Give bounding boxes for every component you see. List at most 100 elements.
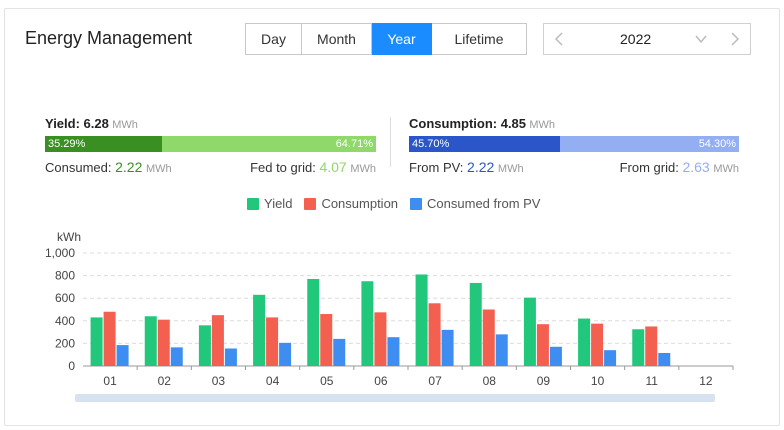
- x-tick-label: 03: [212, 374, 226, 388]
- chart-scrollbar[interactable]: [75, 394, 715, 402]
- year-picker[interactable]: 2022: [543, 23, 751, 55]
- consumption-value: 4.85: [500, 116, 527, 131]
- page-title: Energy Management: [25, 28, 193, 48]
- consumption-unit: MWh: [529, 119, 556, 131]
- year-value: 2022: [620, 31, 652, 47]
- consumption-summary: Consumption: 4.85 MWh: [409, 116, 555, 131]
- bar-yield: [415, 274, 428, 366]
- bar-consumed-from-pv: [333, 338, 346, 366]
- bar-consumption: [266, 317, 279, 366]
- bar-consumption: [645, 326, 658, 366]
- y-tick-label: 0: [68, 359, 75, 373]
- x-tick-label: 02: [158, 374, 172, 388]
- chart-legend: Yield Consumption Consumed from PV: [247, 196, 540, 211]
- tab-lifetime[interactable]: Lifetime: [432, 23, 527, 55]
- bar-yield: [144, 316, 157, 366]
- y-tick-label: 200: [55, 336, 75, 350]
- consumption-pv-segment: 45.70%: [409, 136, 560, 152]
- bar-consumed-from-pv: [604, 350, 617, 366]
- from-grid-value: 2.63: [682, 159, 710, 175]
- yield-unit: MWh: [112, 119, 138, 131]
- bar-consumption: [591, 323, 604, 366]
- bar-yield: [90, 317, 103, 366]
- bar-yield: [469, 282, 482, 366]
- y-tick-label: 400: [55, 314, 75, 328]
- chevron-down-icon[interactable]: [694, 32, 708, 46]
- fed-label: Fed to grid:: [250, 160, 316, 175]
- bar-consumed-from-pv: [495, 334, 508, 366]
- bar-consumption: [320, 314, 333, 366]
- bar-consumption: [211, 315, 224, 366]
- bar-consumed-from-pv: [387, 337, 400, 366]
- x-tick-label: 01: [103, 374, 117, 388]
- from-pv-stat: From PV: 2.22 MWh: [409, 159, 524, 175]
- from-pv-value: 2.22: [467, 159, 495, 175]
- y-tick-label: 800: [55, 269, 75, 283]
- consumption-label: Consumption:: [409, 116, 498, 131]
- bar-yield: [253, 294, 266, 366]
- y-axis-label: kWh: [57, 230, 81, 244]
- y-tick-label: 1,000: [45, 246, 75, 260]
- from-grid-label: From grid:: [619, 160, 679, 175]
- consumed-value: 2.22: [115, 159, 143, 175]
- legend-consumption-swatch: [304, 197, 317, 210]
- bar-consumption: [428, 303, 441, 366]
- bar-consumption: [536, 324, 549, 366]
- yield-summary: Yield: 6.28 MWh: [45, 116, 138, 131]
- x-tick-label: 07: [428, 374, 442, 388]
- consumed-stat: Consumed: 2.22 MWh: [45, 159, 172, 175]
- legend-consumed-from-pv[interactable]: Consumed from PV: [427, 196, 541, 211]
- y-tick-label: 600: [55, 291, 75, 305]
- yield-label: Yield:: [45, 116, 80, 131]
- bar-consumed-from-pv: [170, 347, 183, 366]
- chevron-left-icon[interactable]: [552, 30, 566, 48]
- fed-value: 4.07: [319, 159, 347, 175]
- bar-yield: [578, 318, 591, 366]
- bar-consumed-from-pv: [224, 348, 237, 366]
- chevron-right-icon[interactable]: [728, 30, 742, 48]
- bar-consumed-from-pv: [116, 345, 129, 366]
- consumed-label: Consumed:: [45, 160, 112, 175]
- x-tick-label: 12: [699, 374, 713, 388]
- bar-yield: [361, 281, 374, 366]
- bar-consumed-from-pv: [279, 342, 292, 366]
- summary-divider: [390, 117, 391, 167]
- tab-year[interactable]: Year: [372, 23, 432, 55]
- x-tick-label: 05: [320, 374, 334, 388]
- x-tick-label: 11: [646, 374, 659, 388]
- yield-value: 6.28: [83, 116, 109, 131]
- consumption-bar: 45.70% 54.30%: [409, 136, 739, 152]
- yield-consumed-segment: 35.29%: [45, 136, 162, 152]
- bar-consumption: [103, 311, 116, 366]
- bar-yield: [632, 329, 645, 366]
- bar-yield: [307, 278, 320, 366]
- bar-consumption: [482, 309, 495, 366]
- bar-consumed-from-pv: [549, 346, 562, 366]
- legend-yield-swatch: [247, 197, 259, 210]
- x-tick-label: 09: [537, 374, 551, 388]
- from-grid-unit: MWh: [713, 163, 739, 175]
- yield-bar: 35.29% 64.71%: [45, 136, 376, 152]
- consumed-unit: MWh: [145, 163, 172, 175]
- legend-yield[interactable]: Yield: [264, 196, 293, 211]
- tab-month[interactable]: Month: [302, 23, 372, 55]
- consumption-grid-segment: 54.30%: [559, 136, 739, 152]
- legend-pv-swatch: [410, 197, 423, 210]
- tab-day[interactable]: Day: [245, 23, 302, 55]
- bar-consumed-from-pv: [441, 329, 454, 366]
- from-grid-stat: From grid: 2.63 MWh: [620, 159, 739, 175]
- x-tick-label: 10: [591, 374, 605, 388]
- bar-consumed-from-pv: [658, 353, 671, 366]
- yield-fed-segment: 64.71%: [161, 136, 376, 152]
- fed-unit: MWh: [350, 163, 376, 175]
- x-tick-label: 06: [374, 374, 388, 388]
- x-tick-label: 04: [266, 374, 280, 388]
- legend-consumption[interactable]: Consumption: [321, 196, 399, 211]
- bar-consumption: [374, 312, 387, 366]
- bar-yield: [198, 325, 211, 366]
- from-pv-unit: MWh: [497, 163, 524, 175]
- fed-to-grid-stat: Fed to grid: 4.07 MWh: [250, 159, 376, 175]
- x-tick-label: 08: [483, 374, 497, 388]
- period-tabs: Day Month Year Lifetime: [245, 23, 527, 55]
